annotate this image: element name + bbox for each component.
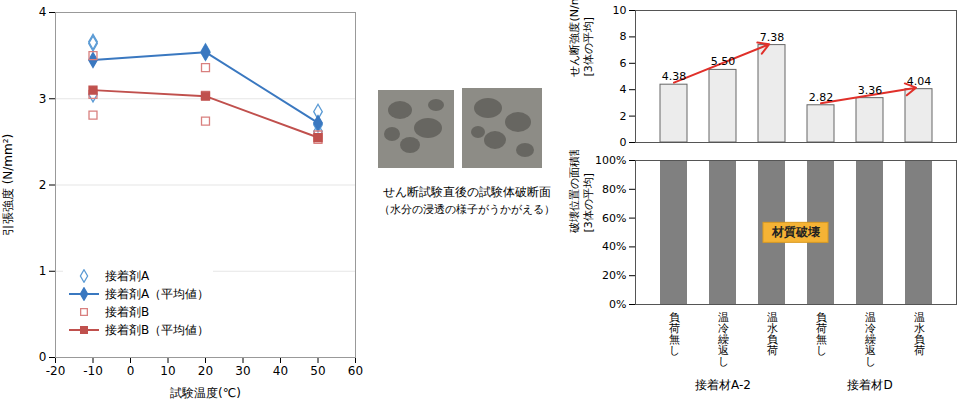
svg-text:引張強度 (N/mm²): 引張強度 (N/mm²) [1, 134, 15, 236]
svg-text:試験温度(℃): 試験温度(℃) [170, 386, 241, 399]
svg-text:20%: 20% [602, 269, 626, 282]
svg-text:10: 10 [160, 364, 175, 378]
svg-text:30: 30 [235, 364, 250, 378]
svg-text:温冷繰返し: 温冷繰返し [864, 311, 876, 368]
svg-text:7.38: 7.38 [760, 31, 785, 44]
svg-text:100%: 100% [595, 154, 626, 167]
svg-text:温水負荷: 温水負荷 [767, 311, 778, 357]
svg-text:4: 4 [39, 5, 47, 19]
svg-text:温冷繰返し: 温冷繰返し [717, 311, 729, 368]
svg-text:せん断試験直後の試験体破断面: せん断試験直後の試験体破断面 [383, 185, 551, 199]
svg-text:3: 3 [39, 92, 47, 106]
html-text:接着剤B: 接着剤B [105, 305, 150, 319]
html-text:接着剤B（平均値）: 接着剤B（平均値） [105, 323, 210, 337]
svg-text:温水負荷: 温水負荷 [914, 311, 925, 357]
svg-text:0%: 0% [609, 298, 626, 311]
svg-text:0: 0 [620, 136, 627, 149]
svg-text:20: 20 [198, 364, 213, 378]
svg-text:4: 4 [620, 83, 627, 96]
svg-text:破壊位置の面積割合: 破壊位置の面積割合 [568, 150, 581, 234]
svg-text:（水分の浸透の様子がうかがえる）: （水分の浸透の様子がうかがえる） [379, 203, 555, 216]
svg-text:2: 2 [620, 110, 627, 123]
svg-text:負荷無し: 負荷無し [816, 311, 827, 357]
svg-text:4.38: 4.38 [662, 70, 687, 83]
svg-text:3.36: 3.36 [858, 84, 883, 97]
html-text:接着剤A: 接着剤A [105, 269, 150, 283]
svg-text:40%: 40% [602, 240, 626, 253]
svg-text:-20: -20 [46, 364, 66, 378]
svg-text:4.04: 4.04 [907, 75, 932, 88]
svg-text:接着材A-2: 接着材A-2 [695, 378, 751, 392]
svg-text:1: 1 [39, 264, 47, 278]
svg-text:負荷無し: 負荷無し [669, 311, 680, 357]
svg-text:2: 2 [39, 178, 47, 192]
svg-text:材質破壊: 材質破壊 [771, 225, 820, 239]
svg-text:-10: -10 [83, 364, 103, 378]
svg-text:せん断強度(N/mm²): せん断強度(N/mm²) [568, 0, 581, 77]
svg-text:60: 60 [348, 364, 363, 378]
svg-text:40: 40 [273, 364, 288, 378]
svg-text:0: 0 [127, 364, 135, 378]
svg-text:2.82: 2.82 [809, 91, 834, 104]
svg-text:8: 8 [620, 30, 627, 43]
svg-text:接着材D: 接着材D [847, 378, 892, 392]
svg-text:6: 6 [620, 57, 627, 70]
svg-text:60%: 60% [602, 212, 626, 225]
html-text:接着剤A（平均値）: 接着剤A（平均値） [105, 287, 210, 301]
svg-text:5.50: 5.50 [711, 55, 736, 68]
svg-text:[3体の平均]: [3体の平均] [582, 17, 595, 77]
svg-text:80%: 80% [602, 183, 626, 196]
svg-text:0: 0 [39, 350, 47, 364]
svg-text:50: 50 [310, 364, 325, 378]
svg-text:[3体の平均]: [3体の平均] [582, 173, 595, 233]
svg-text:10: 10 [613, 4, 627, 17]
